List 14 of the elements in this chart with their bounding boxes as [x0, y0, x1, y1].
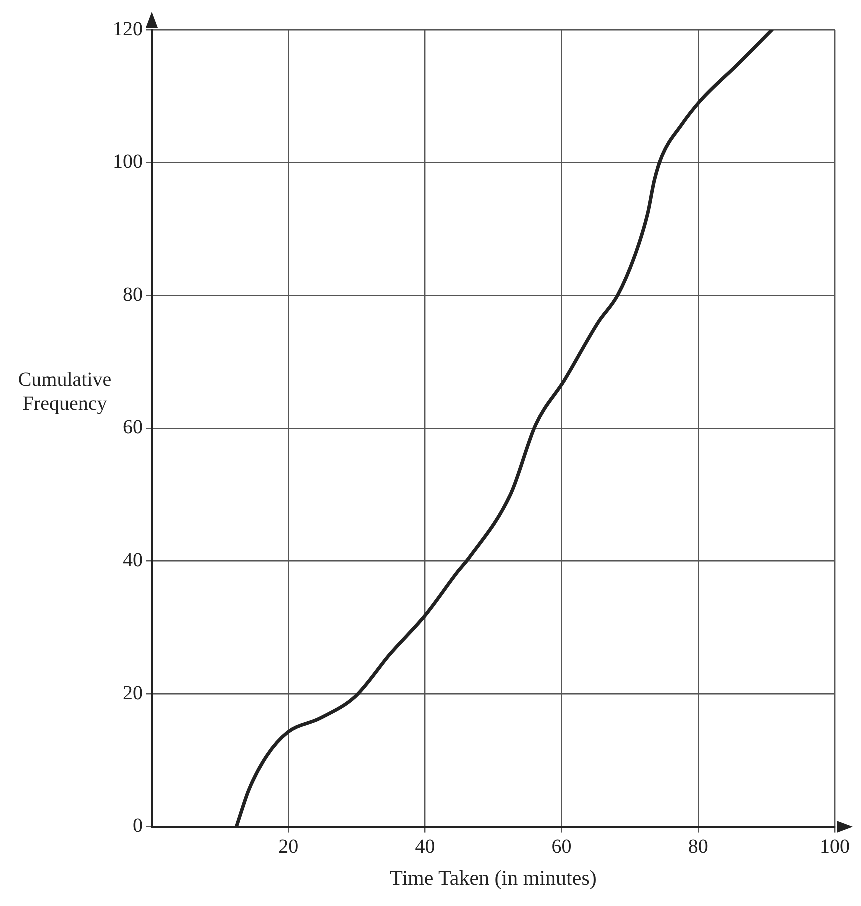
y-tick-label: 100	[113, 151, 143, 174]
x-tick-label: 80	[688, 836, 708, 858]
y-tick-label: 40	[123, 549, 143, 572]
x-tick-label: 20	[278, 836, 299, 858]
y-tick-label: 120	[113, 18, 143, 40]
x-tick-label: 100	[820, 836, 850, 858]
y-tick-label: 60	[123, 416, 143, 439]
x-tick-label: 40	[415, 836, 436, 858]
y-tick-label: 0	[133, 815, 143, 838]
x-axis-title: Time Taken (in minutes)	[390, 866, 597, 890]
y-tick-label: 20	[123, 682, 143, 704]
y-tick-label: 80	[123, 284, 143, 306]
x-tick-label: 60	[552, 836, 572, 858]
y-axis-title: Cumulative Frequency	[17, 368, 113, 416]
